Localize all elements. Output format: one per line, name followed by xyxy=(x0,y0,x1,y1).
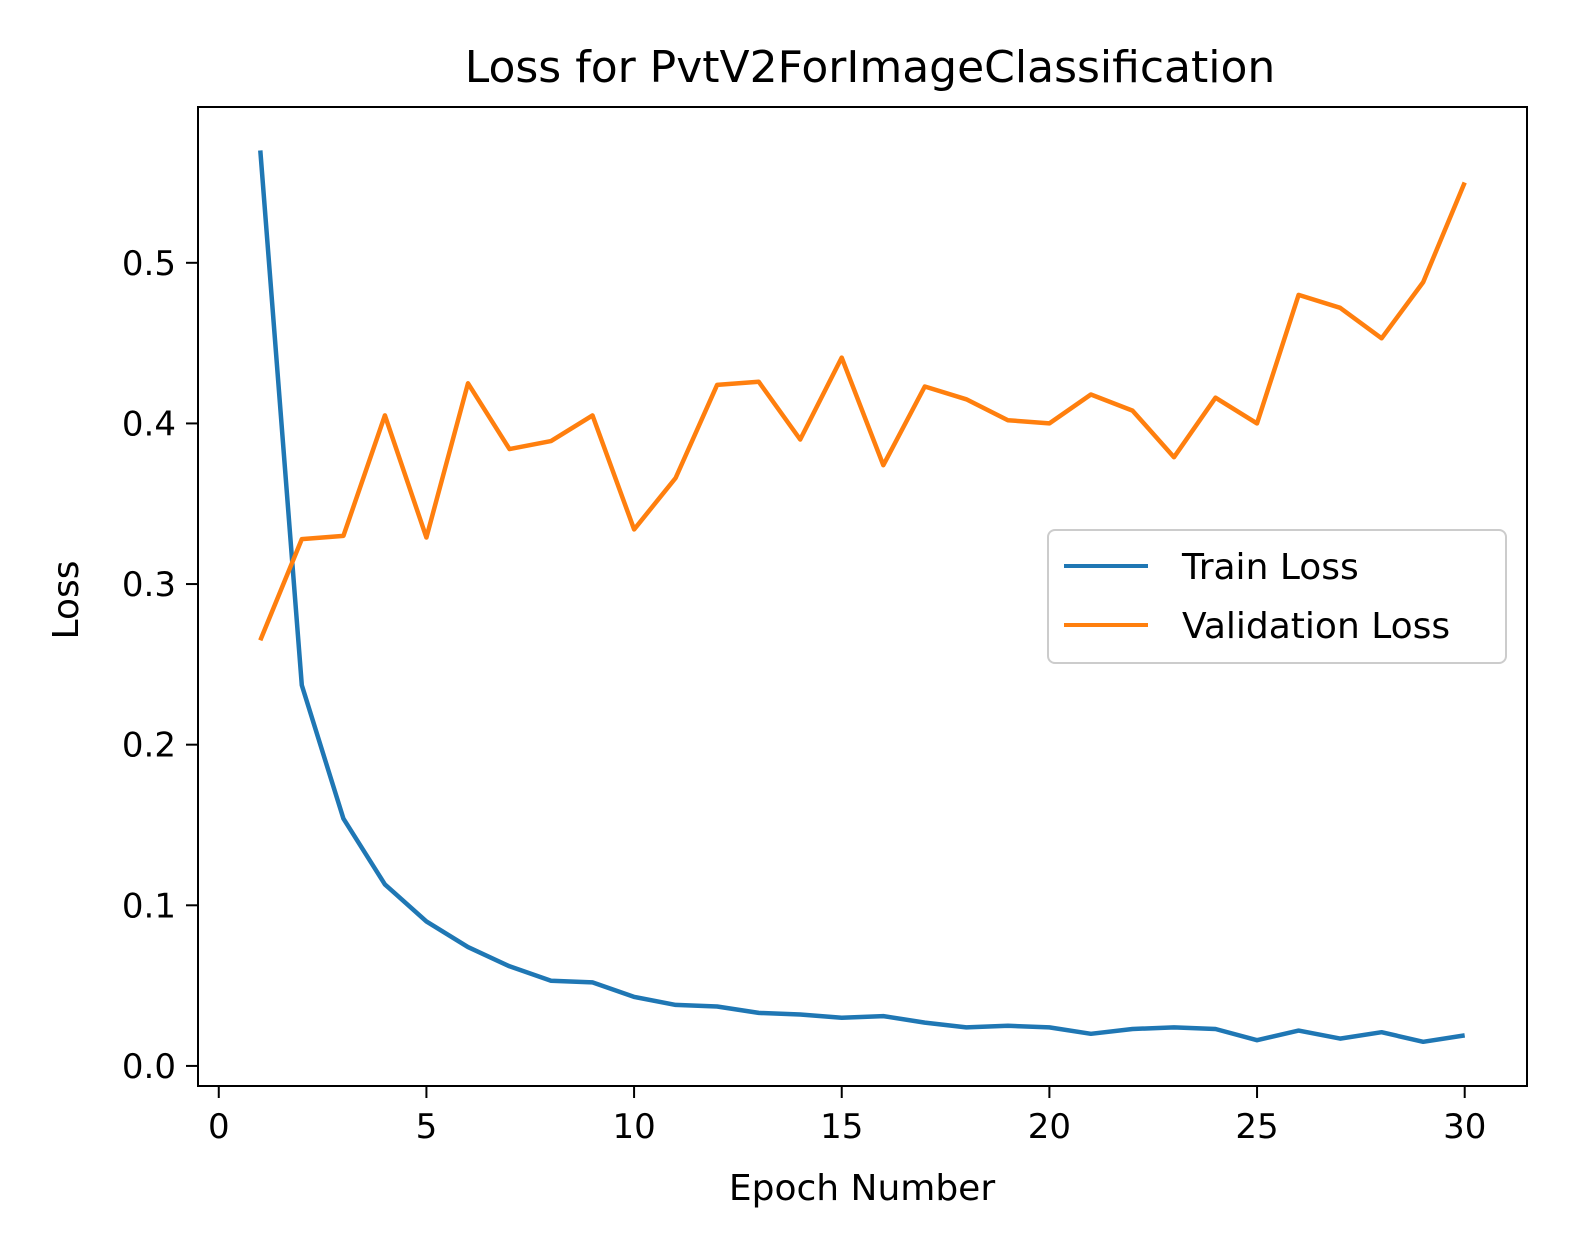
train-loss-line xyxy=(258,150,1466,1045)
x-tick-label: 15 xyxy=(820,1107,863,1147)
x-tick-label: 20 xyxy=(1028,1107,1071,1147)
y-axis: 0.0 0.1 0.2 0.3 0.4 0.5 xyxy=(122,244,198,1087)
legend-label-train: Train Loss xyxy=(1181,547,1359,588)
y-tick-label: 0.4 xyxy=(122,404,176,444)
y-tick-label: 0.2 xyxy=(122,726,176,766)
y-axis-label: Loss xyxy=(46,561,87,640)
y-tick-label: 0.5 xyxy=(122,244,176,284)
x-tick-label: 5 xyxy=(416,1107,438,1147)
series-lines xyxy=(258,150,1467,1045)
x-tick-label: 0 xyxy=(208,1107,230,1147)
x-tick-label: 25 xyxy=(1235,1107,1278,1147)
x-tick-label: 30 xyxy=(1443,1107,1486,1147)
x-axis-label: Epoch Number xyxy=(729,1168,995,1209)
chart-title: Loss for PvtV2ForImageClassification xyxy=(465,42,1276,93)
legend: Train Loss Validation Loss xyxy=(1047,529,1507,664)
x-axis: 0 5 10 15 20 25 30 xyxy=(208,1086,1486,1147)
legend-box xyxy=(1047,529,1507,664)
validation-loss-line xyxy=(258,181,1467,642)
legend-label-validation: Validation Loss xyxy=(1182,606,1450,647)
y-tick-label: 0.0 xyxy=(122,1047,176,1087)
plot-frame xyxy=(197,106,1528,1087)
y-tick-label: 0.3 xyxy=(122,565,176,605)
y-tick-label: 0.1 xyxy=(122,886,176,926)
x-tick-label: 10 xyxy=(612,1107,655,1147)
